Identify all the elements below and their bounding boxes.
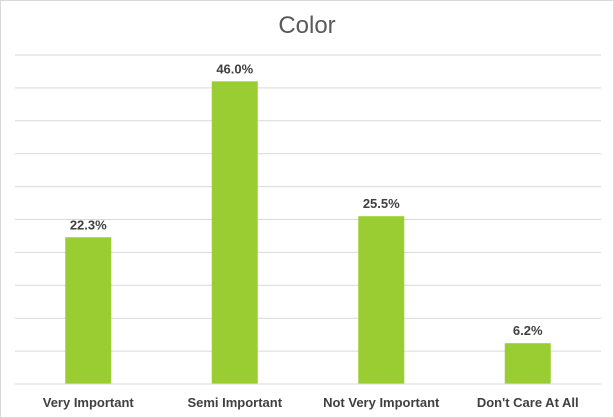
bar bbox=[504, 343, 551, 384]
x-axis-ticks: Very Important Semi Important Not Very Imp… bbox=[43, 395, 579, 410]
data-label: 6.2% bbox=[513, 323, 543, 338]
bar bbox=[65, 237, 112, 384]
x-tick-label: Semi Important bbox=[187, 395, 282, 410]
data-label: 22.3% bbox=[70, 217, 107, 232]
chart-title: Color bbox=[278, 12, 335, 39]
x-tick-label: Not Very Important bbox=[323, 395, 440, 410]
bars: 22.3% 46.0% 25.5% 6.2% bbox=[65, 61, 551, 384]
data-label: 46.0% bbox=[216, 61, 253, 76]
bar bbox=[358, 216, 405, 384]
gridlines bbox=[15, 54, 601, 385]
bar bbox=[211, 81, 258, 384]
x-tick-label: Don't Care At All bbox=[477, 395, 579, 410]
data-label: 25.5% bbox=[363, 196, 400, 211]
x-tick-label: Very Important bbox=[43, 395, 135, 410]
